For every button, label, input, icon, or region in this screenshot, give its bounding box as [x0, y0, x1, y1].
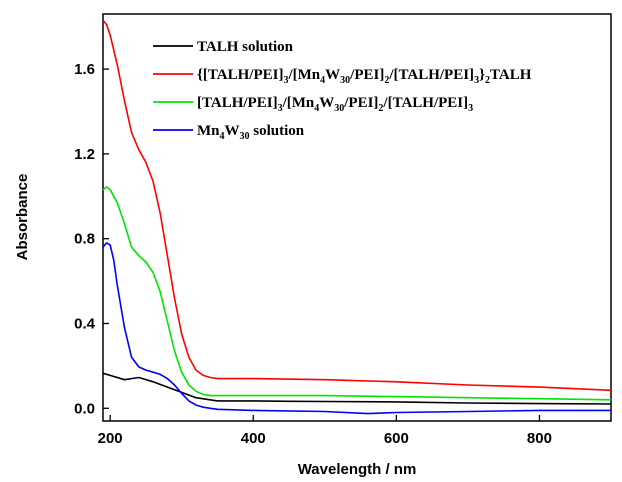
series-layer [102, 19, 612, 415]
x-tick-label: 800 [527, 430, 552, 447]
y-tick-label: 1.2 [74, 146, 95, 163]
legend-label-2: {[TALH/PEI]3/[Mn4W30/PEI]2/[TALH/PEI]3}2… [197, 67, 532, 86]
series-line-4 [102, 242, 611, 415]
legend: TALH solution {[TALH/PEI]3/[Mn4W30/PEI]2/… [153, 39, 532, 142]
x-tick-label: 200 [98, 430, 123, 447]
legend-label-3: [TALH/PEI]3/[Mn4W30/PEI]2/[TALH/PEI]3 [197, 95, 473, 114]
x-axis: 200 400 600 800 [98, 415, 552, 447]
series-line-1 [102, 372, 612, 405]
plot-frame [102, 13, 612, 422]
legend-label-1: TALH solution [197, 39, 294, 55]
y-tick-label: 0.4 [74, 315, 96, 332]
x-tick-label: 600 [384, 430, 409, 447]
y-axis: 0.0 0.4 0.8 1.2 1.6 [74, 61, 109, 417]
legend-label-4: Mn4W30 solution [197, 123, 305, 142]
x-tick-label: 400 [241, 430, 266, 447]
y-axis-label: Absorbance [14, 174, 31, 261]
series-line-3 [102, 186, 612, 401]
y-tick-label: 0.0 [74, 400, 95, 417]
y-tick-label: 0.8 [74, 231, 95, 248]
x-axis-label: Wavelength / nm [298, 461, 417, 478]
y-tick-label: 1.6 [74, 61, 95, 78]
series-line-2 [102, 19, 612, 392]
